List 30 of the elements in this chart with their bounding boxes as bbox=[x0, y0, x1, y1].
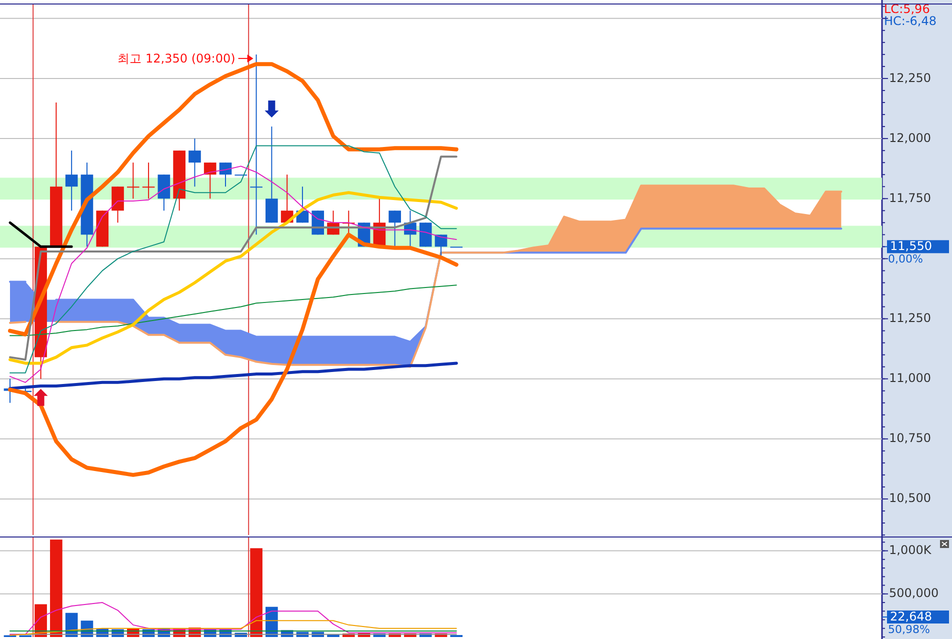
y-tick-label: 11,000 bbox=[889, 371, 931, 386]
text: 11,550 bbox=[890, 238, 932, 253]
y-tick-label: 11,750 bbox=[889, 190, 931, 205]
y-tick-label: 10,750 bbox=[889, 431, 931, 446]
line-series bbox=[8, 232, 458, 477]
candlestick bbox=[204, 162, 216, 200]
text: LC:5,96 bbox=[884, 2, 930, 16]
y-tick-label: 500,000 bbox=[889, 586, 939, 600]
text: 50,98% bbox=[888, 623, 930, 636]
y-tick-label: 1,000K bbox=[889, 543, 932, 558]
line-series bbox=[8, 362, 458, 390]
candlestick bbox=[188, 138, 201, 188]
candlestick bbox=[142, 162, 155, 200]
y-tick-label: 10,500 bbox=[889, 491, 931, 506]
candlestick bbox=[388, 210, 401, 248]
text: 22,648 bbox=[890, 609, 932, 624]
bar bbox=[50, 540, 62, 637]
text: HC:-6,48 bbox=[884, 14, 936, 28]
y-tick-label: 11,250 bbox=[889, 311, 931, 326]
y-tick-label: 12,000 bbox=[889, 130, 931, 145]
candlestick bbox=[126, 162, 140, 200]
y-tick-label: 12,250 bbox=[889, 70, 931, 85]
line-series bbox=[10, 602, 457, 635]
annotation: 최고 12,350 (09:00) bbox=[118, 51, 236, 66]
text: 0,00% bbox=[888, 252, 923, 266]
line-series bbox=[8, 191, 458, 365]
line-series bbox=[10, 620, 457, 636]
line-series bbox=[10, 284, 457, 336]
bar bbox=[250, 548, 262, 637]
candlestick bbox=[65, 150, 78, 212]
